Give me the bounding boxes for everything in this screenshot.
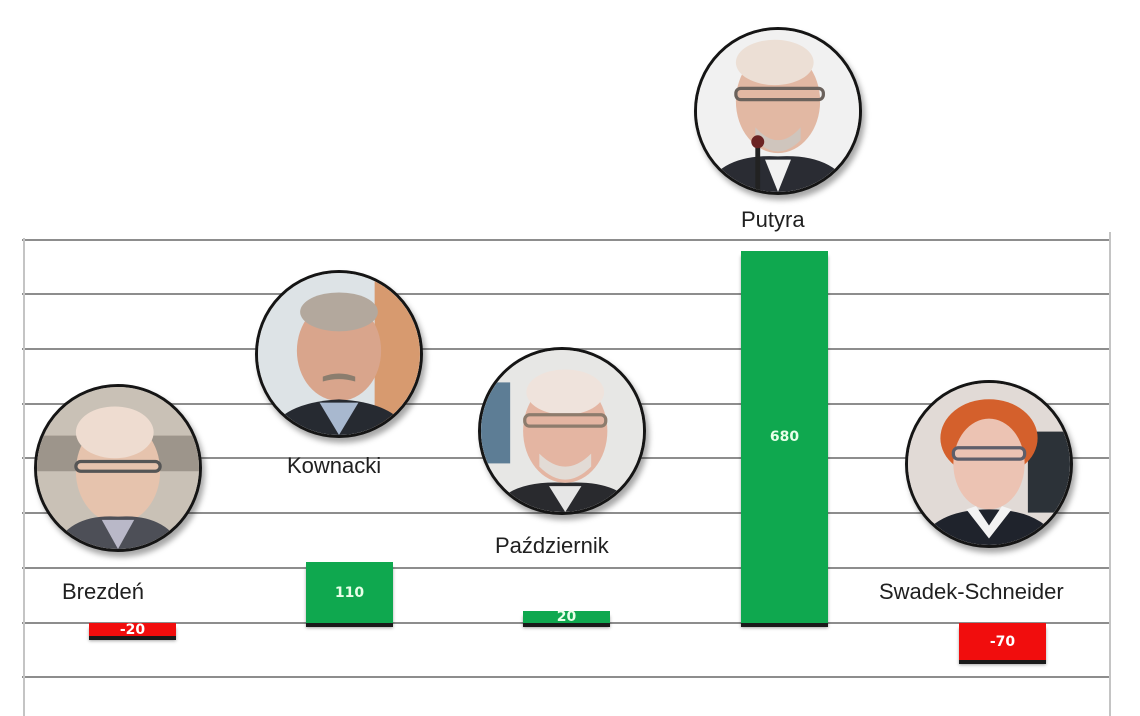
bar-swadek-schneider: -70: [959, 623, 1046, 660]
gridline: [22, 676, 1110, 678]
man-portrait-icon: [481, 350, 643, 512]
bar-putyra: 680: [741, 251, 828, 623]
bar-value-label: -20: [119, 621, 146, 638]
bar-value-label: -70: [989, 633, 1016, 650]
person-name-label: Październik: [495, 533, 609, 558]
bar-value-label: 680: [769, 429, 800, 445]
bar-kownacki: 110: [306, 562, 393, 623]
man-portrait-icon: [37, 387, 199, 549]
zero-axis-line: [22, 622, 1110, 624]
gridline: [22, 239, 1110, 241]
bar-pazdziernik: 20: [523, 609, 610, 625]
bar-brezden: -20: [89, 621, 176, 638]
bar-value-label: 110: [334, 584, 365, 601]
person-name-label: Brezdeń: [62, 579, 144, 604]
bar-value-label: 20: [556, 609, 577, 625]
portrait-photo-swadek-schneider: [905, 380, 1073, 548]
portrait-photo-kownacki: [255, 270, 423, 438]
man-portrait-icon: [697, 30, 859, 192]
portrait-photo-putyra: [694, 27, 862, 195]
person-name-label: Kownacki: [287, 453, 382, 478]
portrait-photo-pazdziernik: [478, 347, 646, 515]
y-axis-line: [23, 238, 25, 716]
chart-right-border: [1109, 232, 1111, 716]
man-portrait-icon: [258, 273, 420, 435]
person-name-label: Putyra: [741, 207, 805, 232]
gridline: [22, 293, 1110, 295]
portrait-photo-brezden: [34, 384, 202, 552]
gridline: [22, 567, 1110, 569]
person-name-label: Swadek-Schneider: [879, 579, 1064, 604]
woman-portrait-icon: [908, 383, 1070, 545]
